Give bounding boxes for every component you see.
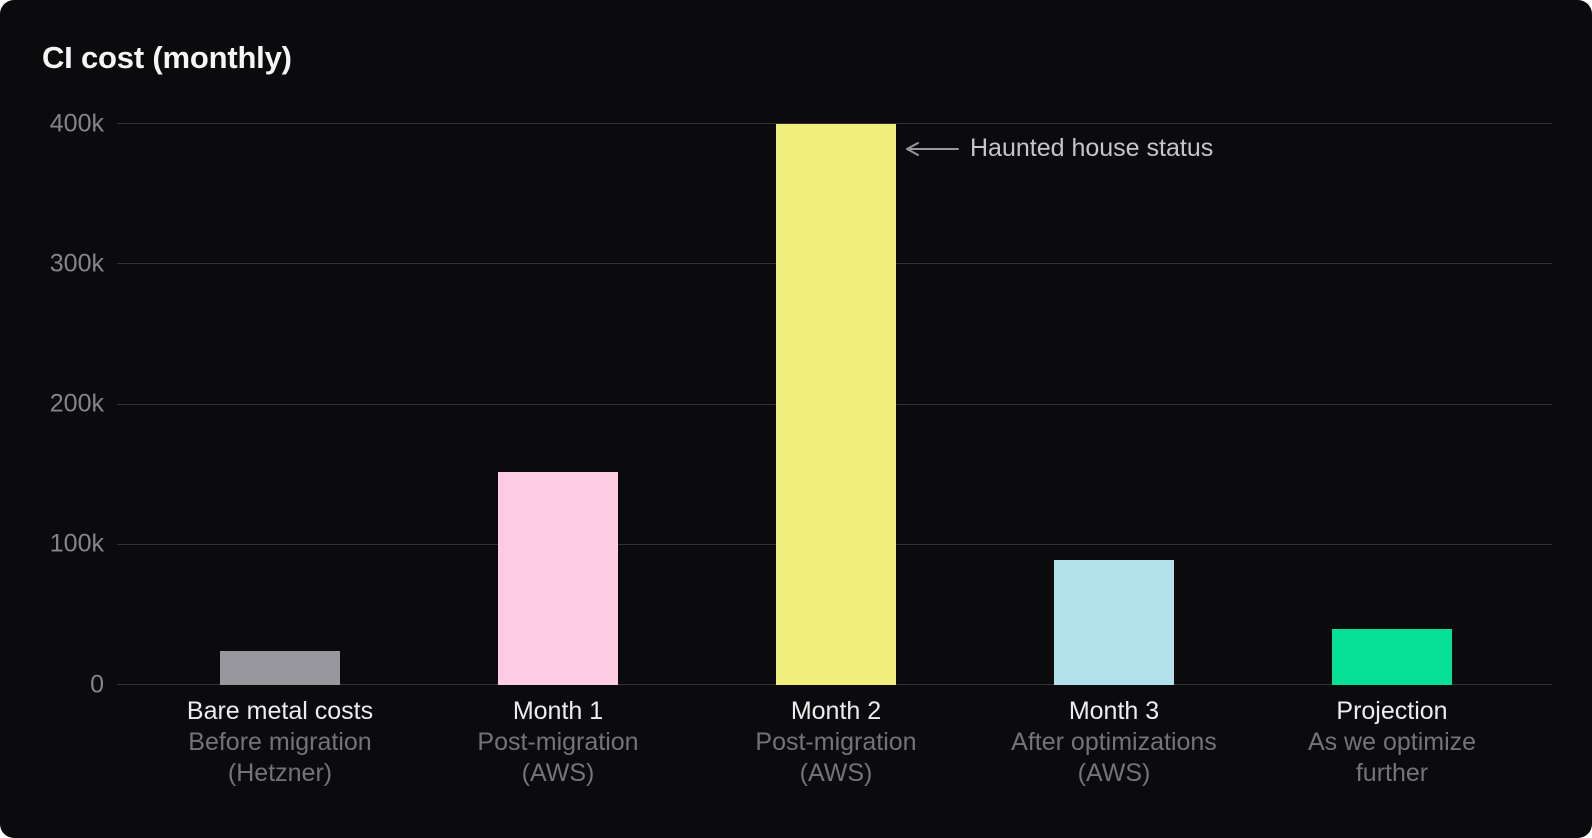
y-tick-label-200k: 200k [49,389,104,418]
category-sublabel: further [1355,759,1429,787]
bar-month-2 [776,124,896,685]
y-tick-label-400k: 400k [49,109,104,137]
category-label: Month 1 [512,697,604,725]
category-sublabel: (AWS) [521,759,595,787]
category-label: Month 2 [790,697,882,725]
category-sublabel: Post-migration [477,728,639,756]
category-sublabel: (Hetzner) [227,759,333,787]
bar-column-month-2 [697,124,975,685]
bars-row [141,124,1531,685]
x-label-month-3: Month 3 After optimizations (AWS) [975,696,1253,789]
bar-column-month-3 [975,124,1253,685]
category-label: Projection [1336,697,1448,725]
bar-bare-metal-costs [220,651,340,685]
left-arrow-icon [906,141,959,156]
annotation: Haunted house status [901,134,1213,163]
x-label-month-1: Month 1 Post-migration (AWS) [419,696,697,789]
y-tick-label-300k: 300k [49,249,104,278]
bar-month-1 [498,471,618,685]
category-label: Bare metal costs [186,697,374,725]
category-sublabel: Post-migration [755,728,917,756]
annotation-text: Haunted house status [970,134,1214,162]
bar-projection [1332,628,1452,685]
category-sublabel: As we optimize [1307,728,1477,756]
x-label-bare-metal-costs: Bare metal costs Before migration (Hetzner… [141,696,419,789]
x-label-projection: Projection As we optimize further [1253,696,1531,789]
category-label: Month 3 [1068,697,1160,725]
bar-column-projection [1253,124,1531,685]
category-sublabel: (AWS) [799,759,873,787]
bar-column-bare-metal-costs [141,124,419,685]
category-sublabel: (AWS) [1077,759,1151,787]
y-tick-label-0: 0 [90,670,104,698]
bar-column-month-1 [419,124,697,685]
x-axis-labels: Bare metal costs Before migration (Hetzner… [141,696,1531,789]
plot-area: 0 100k 200k 300k 400k [50,109,1552,698]
chart-title: CI cost (monthly) [42,40,292,75]
category-sublabel: Before migration [188,728,372,756]
x-label-month-2: Month 2 Post-migration (AWS) [697,696,975,789]
y-tick-label-100k: 100k [49,529,104,558]
bar-month-3 [1054,560,1174,685]
category-sublabel: After optimizations [1011,728,1217,756]
gridline-400k: 400k [50,109,1552,137]
